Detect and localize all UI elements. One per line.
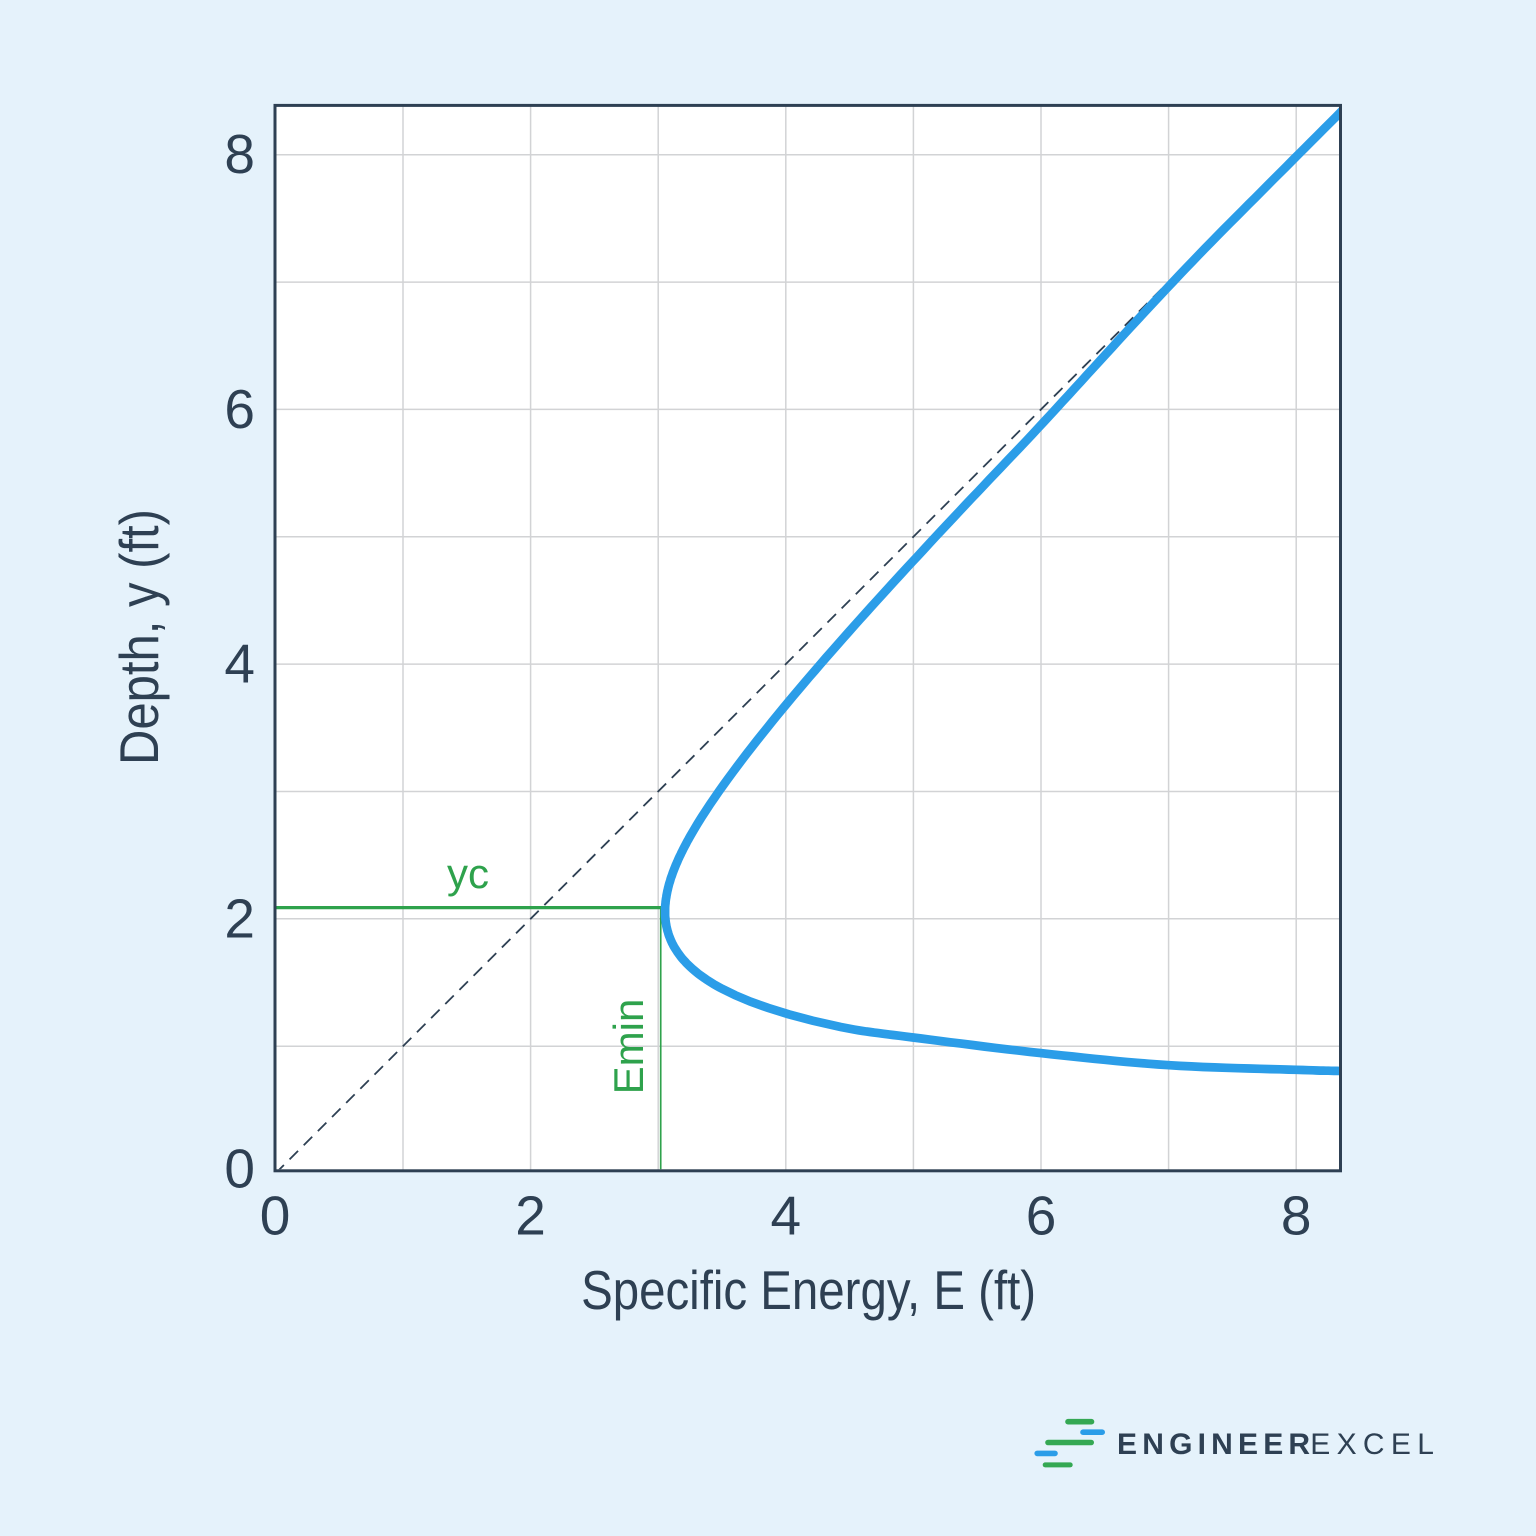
svg-text:8: 8 [224, 123, 255, 185]
svg-text:8: 8 [1281, 1185, 1312, 1247]
svg-text:yc: yc [447, 850, 489, 897]
svg-text:4: 4 [224, 633, 255, 695]
svg-text:6: 6 [224, 378, 255, 440]
svg-text:6: 6 [1026, 1185, 1057, 1247]
svg-text:2: 2 [224, 887, 255, 949]
svg-text:Emin: Emin [605, 999, 652, 1095]
svg-text:2: 2 [515, 1185, 546, 1247]
svg-text:0: 0 [224, 1138, 255, 1200]
svg-text:0: 0 [260, 1185, 291, 1247]
svg-text:4: 4 [771, 1185, 802, 1247]
svg-text:ENGINEEREXCEL: ENGINEEREXCEL [1117, 1428, 1440, 1461]
svg-text:Specific Energy, E (ft): Specific Energy, E (ft) [581, 1259, 1036, 1321]
svg-text:Depth, y (ft): Depth, y (ft) [108, 509, 170, 765]
